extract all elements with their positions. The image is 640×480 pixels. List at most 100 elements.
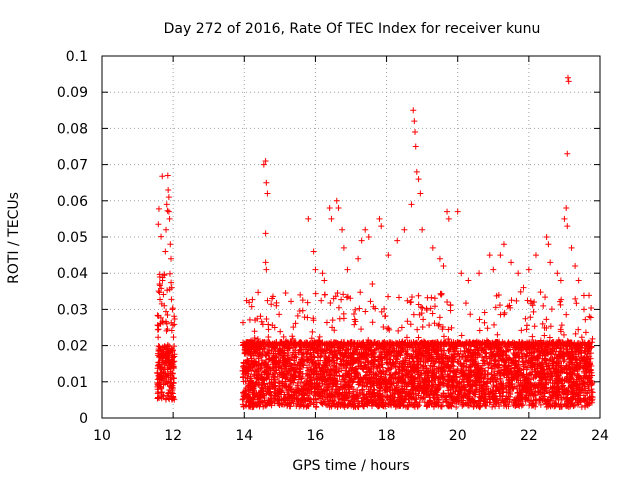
- data-point: [517, 288, 524, 295]
- data-point: [557, 355, 564, 362]
- data-point: [326, 403, 333, 410]
- data-point: [558, 296, 565, 303]
- data-point: [264, 370, 271, 377]
- data-point: [570, 368, 577, 375]
- data-point: [546, 342, 553, 349]
- data-point: [242, 388, 249, 395]
- data-point: [501, 309, 508, 316]
- data-point: [323, 378, 330, 385]
- data-point: [360, 366, 367, 373]
- data-point: [385, 349, 392, 356]
- data-point: [476, 316, 483, 323]
- data-point: [320, 373, 327, 380]
- data-point: [476, 327, 483, 334]
- data-point: [414, 339, 421, 346]
- data-point: [548, 394, 555, 401]
- data-point: [387, 398, 394, 405]
- data-point: [168, 327, 175, 334]
- data-point: [496, 302, 503, 309]
- data-point: [416, 345, 423, 352]
- data-point: [466, 382, 473, 389]
- data-point: [171, 321, 178, 328]
- data-point: [304, 364, 311, 371]
- data-point: [298, 391, 305, 398]
- data-point: [526, 398, 533, 405]
- data-point: [321, 342, 328, 349]
- data-point: [536, 398, 543, 405]
- data-point: [445, 326, 452, 333]
- data-point: [341, 389, 348, 396]
- data-point: [157, 314, 164, 321]
- data-point: [354, 370, 361, 377]
- data-point: [514, 365, 521, 372]
- data-point: [316, 395, 323, 402]
- data-point: [531, 323, 538, 330]
- data-point: [414, 403, 421, 410]
- data-point: [584, 348, 591, 355]
- data-point: [560, 394, 567, 401]
- data-point: [415, 292, 422, 299]
- data-point: [306, 355, 313, 362]
- data-point: [586, 359, 593, 366]
- data-point: [285, 387, 292, 394]
- data-point: [467, 341, 474, 348]
- data-point: [345, 382, 352, 389]
- data-point: [517, 390, 524, 397]
- data-point: [474, 362, 481, 369]
- data-point: [168, 347, 175, 354]
- data-point: [364, 375, 371, 382]
- data-point: [298, 356, 305, 363]
- data-point: [266, 347, 273, 354]
- data-point: [444, 299, 451, 306]
- data-point: [563, 343, 570, 350]
- data-point: [323, 355, 330, 362]
- data-point: [319, 347, 326, 354]
- data-point: [321, 291, 328, 298]
- data-point: [541, 347, 548, 354]
- data-point: [549, 355, 556, 362]
- data-point: [440, 390, 447, 397]
- data-point: [343, 357, 350, 364]
- data-point: [521, 377, 528, 384]
- data-point: [154, 390, 161, 397]
- data-point: [246, 299, 253, 306]
- data-point: [337, 384, 344, 391]
- data-point: [453, 403, 460, 410]
- data-point: [395, 370, 402, 377]
- data-point: [528, 386, 535, 393]
- data-point: [168, 296, 175, 303]
- data-point: [335, 304, 342, 311]
- data-point: [164, 381, 171, 388]
- data-point: [162, 354, 169, 361]
- data-point: [387, 356, 394, 363]
- data-point: [446, 392, 453, 399]
- data-point: [569, 353, 576, 360]
- data-point: [301, 314, 308, 321]
- data-point: [562, 390, 569, 397]
- data-point: [332, 383, 339, 390]
- data-point: [394, 379, 401, 386]
- data-point: [417, 394, 424, 401]
- data-point: [529, 333, 536, 340]
- data-point: [482, 389, 489, 396]
- data-point: [407, 390, 414, 397]
- data-point: [161, 272, 168, 279]
- data-point: [486, 390, 493, 397]
- data-point: [531, 298, 538, 305]
- data-point: [386, 326, 393, 333]
- data-point: [431, 363, 438, 370]
- data-point: [308, 377, 315, 384]
- data-point: [435, 385, 442, 392]
- data-point: [499, 355, 506, 362]
- data-point: [424, 294, 431, 301]
- data-point: [527, 298, 534, 305]
- data-point: [518, 393, 525, 400]
- data-point: [542, 353, 549, 360]
- data-point: [443, 398, 450, 405]
- data-point: [507, 391, 514, 398]
- data-point: [487, 378, 494, 385]
- data-point: [429, 310, 436, 317]
- data-point: [430, 347, 437, 354]
- data-point: [586, 292, 593, 299]
